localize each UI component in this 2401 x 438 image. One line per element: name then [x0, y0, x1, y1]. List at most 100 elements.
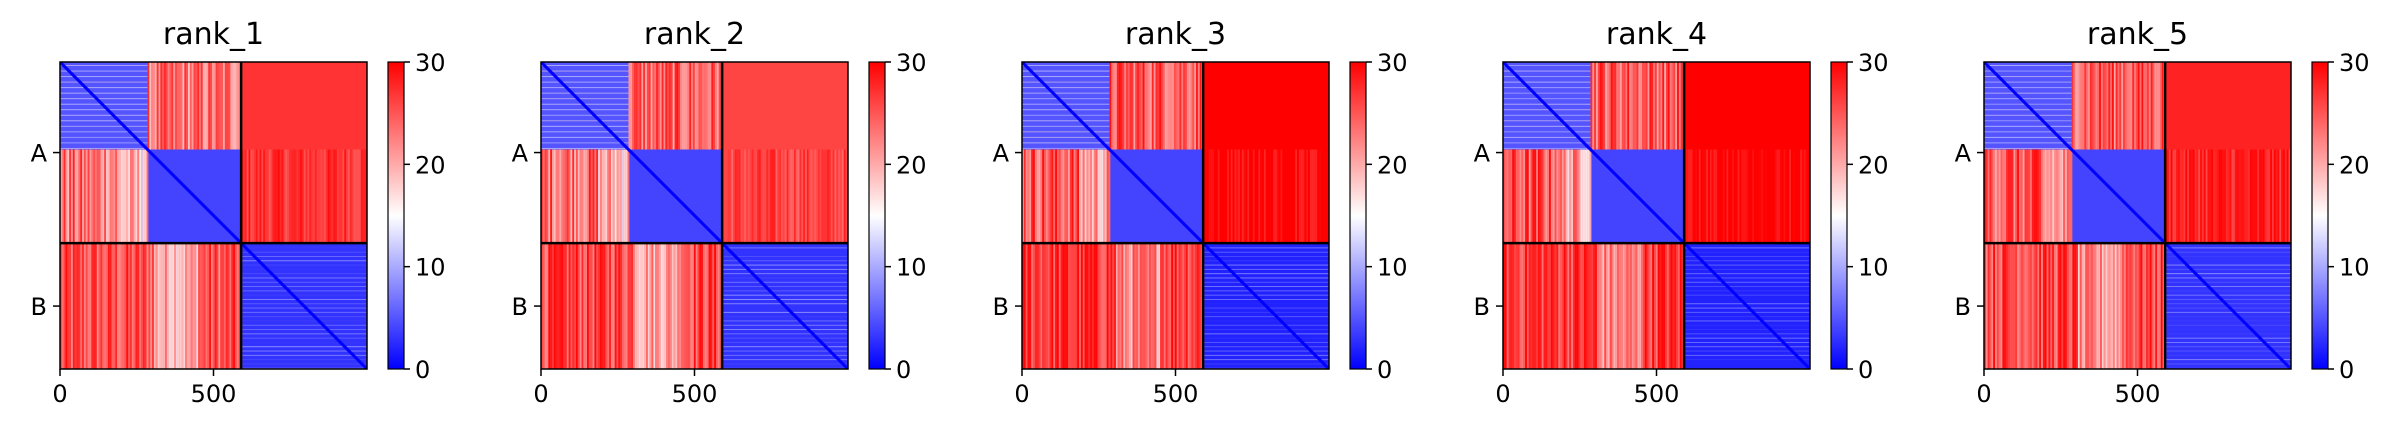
stripe-a1-a2 — [2084, 62, 2087, 150]
stripe-a2-a1 — [1084, 149, 1087, 244]
stripe-a2-a1 — [1027, 149, 1030, 244]
colorbar-tick-label: 30 — [1858, 49, 1889, 77]
row-a1 — [60, 98, 148, 100]
stripe-b-a — [98, 243, 101, 369]
stripe-a2-a1 — [146, 149, 149, 244]
stripe-b-a — [1114, 243, 1116, 369]
stripe-b-a — [688, 243, 691, 369]
stripe-a1-a2 — [1192, 62, 1195, 150]
stripe-b-a — [222, 243, 224, 369]
row-b-b — [241, 316, 367, 318]
stripe-b-a — [93, 243, 95, 369]
stripe-a2-a1 — [1104, 149, 1107, 244]
stripe-a2-a1 — [2063, 149, 2066, 244]
stripe-a1-a2 — [1594, 62, 1597, 150]
stripe-a-b — [2268, 149, 2271, 244]
stripe-a2-a1 — [1514, 149, 1516, 244]
row-b-b — [2165, 268, 2291, 270]
colorbar-tick-label: 10 — [2339, 254, 2370, 282]
stripe-a1-a2 — [1680, 62, 1683, 150]
stripe-b-a — [1136, 243, 1139, 369]
stripe-a-b — [1217, 149, 1220, 244]
stripe-b-a — [203, 243, 206, 369]
stripe-a2-a1 — [1064, 149, 1067, 244]
stripe-b-a — [1571, 243, 1573, 369]
stripe-b-a — [1117, 243, 1120, 369]
stripe-b-a — [2059, 243, 2062, 369]
stripe-b-a — [1541, 243, 1544, 369]
stripe-a-b — [2174, 149, 2177, 244]
row-b-b — [1684, 363, 1810, 365]
stripe-a-b — [1274, 149, 1277, 244]
row-b-b — [241, 256, 367, 257]
row-b-b — [1203, 247, 1329, 249]
stripe-a1-a2 — [2141, 62, 2144, 150]
row-b-b — [241, 359, 367, 361]
heatmap-cells — [60, 62, 367, 369]
stripe-a1-a2 — [1647, 62, 1650, 150]
stripe-b-a — [542, 243, 545, 369]
stripe-a2-a1 — [113, 149, 116, 244]
stripe-a-b — [1697, 149, 1699, 244]
stripe-a1-a2 — [1632, 62, 1635, 150]
row-b-b — [241, 294, 367, 296]
stripe-b-a — [2046, 243, 2049, 369]
stripe-b-a — [144, 243, 147, 369]
stripe-a1-a2 — [1194, 62, 1197, 150]
row-b-b — [1203, 367, 1329, 369]
stripe-a-b — [771, 149, 774, 244]
row-b-b — [1684, 299, 1810, 300]
stripe-a1-a2 — [2097, 62, 2100, 150]
row-a1 — [1984, 147, 2072, 149]
stripe-a-b — [2201, 149, 2204, 244]
stripe-b-a — [1528, 243, 1531, 369]
row-b-b — [1684, 294, 1810, 296]
stripe-b-a — [1106, 243, 1109, 369]
stripe-b-a — [2006, 243, 2008, 369]
stripe-a1-a2 — [217, 62, 220, 150]
stripe-a2-a1 — [76, 149, 79, 244]
row-a1 — [1984, 65, 2072, 66]
stripe-a2-a1 — [1090, 149, 1092, 244]
stripe-b-a — [1152, 243, 1155, 369]
stripe-b-a — [1093, 243, 1096, 369]
colorbar-tick-label: 10 — [1858, 254, 1889, 282]
stripe-a-b — [305, 149, 308, 244]
stripe-b-a — [1642, 243, 1645, 369]
chart-title: rank_3 — [1125, 17, 1226, 52]
stripe-a2-a1 — [1106, 149, 1109, 244]
stripe-a1-a2 — [2147, 62, 2149, 150]
stripe-a-b — [1206, 149, 1209, 244]
stripe-a1-a2 — [1590, 62, 1593, 150]
stripe-a2-a1 — [561, 149, 564, 244]
stripe-b-a — [553, 243, 556, 369]
row-a1 — [541, 87, 629, 89]
stripe-b-a — [2146, 243, 2148, 369]
row-b-b — [2165, 311, 2291, 313]
row-a1 — [1022, 65, 1110, 66]
stripe-a1-a2 — [2093, 62, 2096, 150]
stripe-a2-a1 — [1025, 149, 1028, 244]
stripe-a-b — [316, 149, 319, 244]
row-b-b — [1684, 303, 1810, 305]
row-a1 — [1022, 109, 1110, 111]
stripe-a-b — [1258, 149, 1261, 244]
stripe-a1-a2 — [223, 62, 225, 150]
stripe-a-b — [2275, 149, 2278, 244]
stripe-a-b — [1238, 149, 1240, 244]
stripe-a-b — [1759, 149, 1762, 244]
stripe-a-b — [1803, 149, 1806, 244]
stripe-a2-a1 — [89, 149, 92, 244]
stripe-b-a — [708, 243, 711, 369]
stripe-a2-a1 — [1525, 149, 1527, 244]
stripe-a2-a1 — [98, 149, 101, 244]
stripe-a1-a2 — [1186, 62, 1189, 150]
stripe-a1-a2 — [663, 62, 666, 150]
stripe-a-b — [838, 149, 841, 244]
stripe-a1-a2 — [1671, 62, 1674, 150]
stripe-b-a — [2109, 243, 2112, 369]
y-tick-label: B — [1474, 293, 1490, 321]
stripe-b-a — [1147, 243, 1150, 369]
stripe-a2-a1 — [574, 149, 576, 244]
